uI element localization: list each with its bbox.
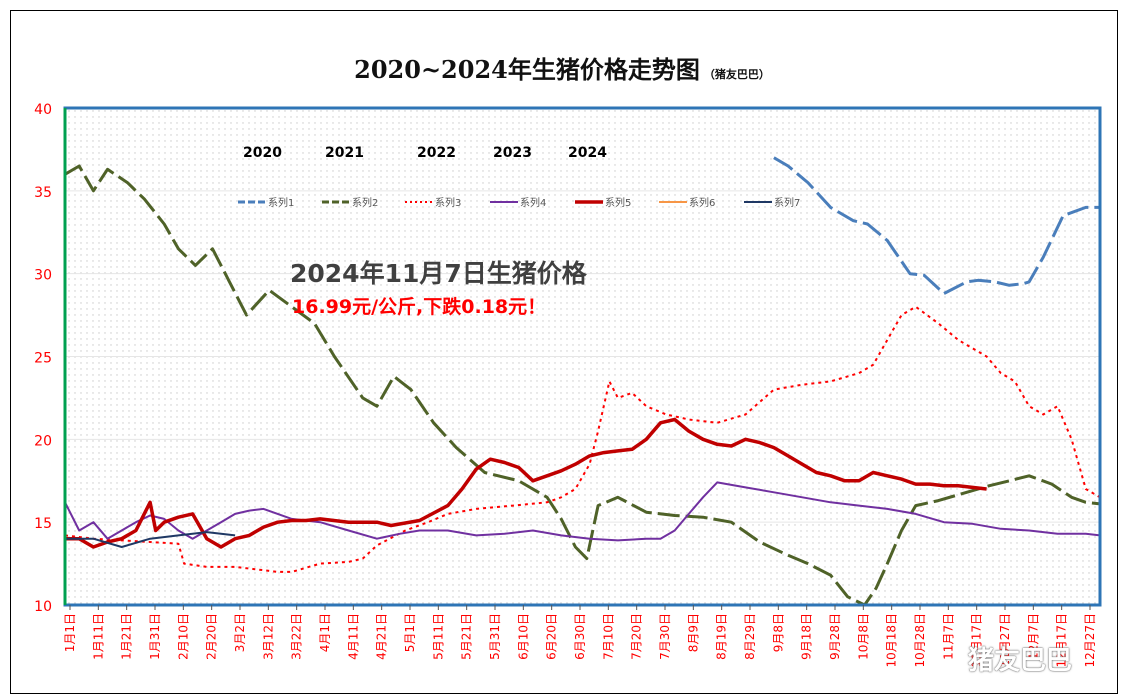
x-tick-label: 4月21日: [375, 613, 389, 660]
x-tick-label: 5月1日: [403, 613, 417, 652]
x-tick-label: 6月30日: [573, 613, 587, 660]
x-tick-label: 6月20日: [545, 613, 559, 660]
x-tick-label: 2月10日: [176, 613, 190, 660]
x-tick-label: 12月17日: [1055, 613, 1069, 668]
y-tick-label: 30: [34, 268, 52, 284]
x-tick-label: 8月9日: [686, 613, 700, 652]
x-tick-label: 1月21日: [120, 613, 134, 660]
x-tick-label: 11月17日: [970, 613, 984, 668]
x-tick-label: 5月31日: [488, 613, 502, 660]
x-tick-label: 7月30日: [658, 613, 672, 660]
series-group: [64, 156, 1101, 607]
x-tick-label: 1月1日: [63, 613, 77, 652]
x-axis: 1月1日 1月11日 1月21日 1月31日 2月10日 2月20日 3月2日 3月12日 3月…: [63, 605, 1097, 668]
y-axis: 10 15 20 25 30 35 40: [34, 102, 52, 615]
chart-title: 2020~2024年生猪价格走势图 （猪友巴巴）: [0, 50, 1124, 85]
year-label-2021: 2021: [325, 145, 364, 161]
y-tick-label: 25: [34, 351, 52, 367]
x-tick-label: 8月19日: [715, 613, 729, 660]
x-tick-label: 3月22日: [290, 613, 304, 660]
x-tick-label: 9月18日: [800, 613, 814, 660]
x-tick-label: 11月27日: [998, 613, 1012, 668]
year-label-2024: 2024: [568, 145, 607, 161]
x-tick-label: 7月20日: [630, 613, 644, 660]
y-tick-label: 20: [34, 433, 52, 449]
x-tick-label: 9月8日: [771, 613, 785, 652]
x-tick-label: 9月28日: [828, 613, 842, 660]
x-tick-label: 12月7日: [1026, 613, 1040, 660]
x-tick-label: 8月29日: [743, 613, 757, 660]
x-tick-label: 3月12日: [261, 613, 275, 660]
x-tick-label: 4月11日: [346, 613, 360, 660]
x-tick-label: 3月2日: [233, 613, 247, 652]
x-tick-label: 7月10日: [601, 613, 615, 660]
x-tick-label: 2月20日: [205, 613, 219, 660]
x-tick-label: 1月11日: [91, 613, 105, 660]
legend-label-1: 系列1: [268, 196, 294, 209]
x-tick-label: 10月8日: [856, 613, 870, 660]
x-tick-label: 6月10日: [516, 613, 530, 660]
series-line-7: [65, 531, 236, 548]
legend: 系列1 系列2 系列3 系列4 系列5 系列6 系列7: [238, 196, 800, 209]
x-tick-label: 10月18日: [885, 613, 899, 668]
y-tick-label: 15: [34, 516, 52, 532]
legend-label-2: 系列2: [352, 196, 378, 209]
x-tick-label: 12月27日: [1083, 613, 1097, 668]
annotation-price: 16.99元/公斤,下跌0.18元！: [292, 296, 547, 318]
y-tick-label: 10: [34, 599, 52, 615]
series-line-4: [64, 481, 1101, 542]
legend-label-3: 系列3: [435, 196, 461, 209]
x-tick-label: 5月11日: [431, 613, 445, 660]
annotation-date: 2024年11月7日生猪价格: [290, 259, 587, 288]
x-tick-label: 10月28日: [913, 613, 927, 668]
y-tick-label: 35: [34, 185, 52, 201]
series-line-2: [64, 164, 1101, 607]
x-tick-label: 4月1日: [318, 613, 332, 652]
legend-label-6: 系列6: [689, 196, 715, 209]
legend-label-5: 系列5: [605, 196, 631, 209]
x-tick-label: 1月31日: [148, 613, 162, 660]
series-line-1: [773, 156, 1100, 295]
x-tick-label: 5月21日: [460, 613, 474, 660]
y-tick-label: 40: [34, 102, 52, 118]
year-label-2022: 2022: [417, 145, 456, 161]
series-line-5: [65, 417, 987, 549]
x-tick-label: 11月7日: [941, 613, 955, 660]
chart-title-source: （猪友巴巴）: [703, 68, 770, 81]
year-label-2020: 2020: [243, 145, 282, 161]
watermark: 猪友巴巴: [968, 646, 1073, 676]
chart-title-text: 2020~2024年生猪价格走势图: [354, 55, 700, 84]
legend-label-4: 系列4: [520, 196, 546, 209]
year-label-2023: 2023: [493, 145, 532, 161]
legend-label-7: 系列7: [774, 196, 800, 209]
